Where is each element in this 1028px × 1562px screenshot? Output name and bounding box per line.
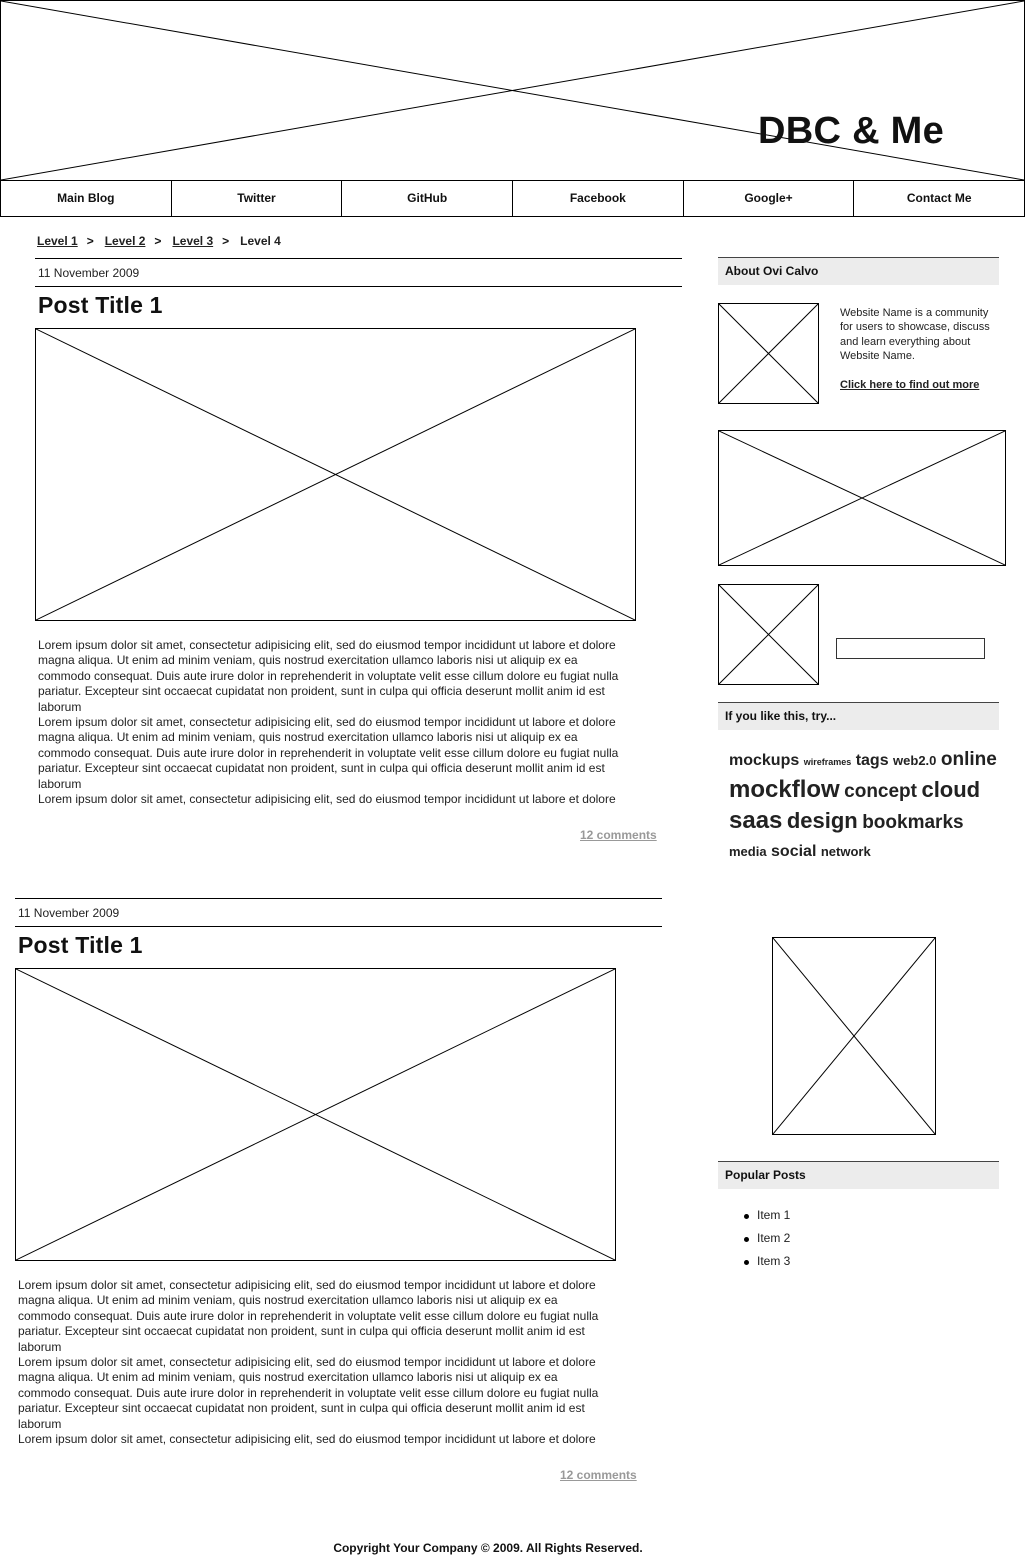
post-title[interactable]: Post Title 1 — [18, 932, 143, 958]
breadcrumb-separator: > — [86, 234, 94, 248]
breadcrumb-level-2[interactable]: Level 2 — [104, 234, 146, 248]
breadcrumb-separator: > — [222, 234, 230, 248]
try-heading: If you like this, try... — [718, 702, 999, 730]
tag-mockflow[interactable]: mockflow — [729, 776, 840, 803]
post-body: Lorem ipsum dolor sit amet, consectetur … — [38, 638, 619, 807]
tag-online[interactable]: online — [940, 749, 997, 770]
nav-github[interactable]: GitHub — [342, 180, 514, 216]
popular-post-item[interactable]: Item 1 — [743, 1208, 790, 1231]
tag-saas[interactable]: saas — [729, 807, 783, 834]
tag-social[interactable]: social — [771, 843, 817, 860]
post-title[interactable]: Post Title 1 — [38, 292, 163, 318]
tag-web2-0[interactable]: web2.0 — [893, 753, 937, 768]
bullet-icon — [744, 1260, 749, 1265]
nav-facebook[interactable]: Facebook — [513, 180, 684, 216]
tag-mockups[interactable]: mockups — [729, 752, 800, 769]
breadcrumb-level-1[interactable]: Level 1 — [37, 234, 78, 248]
post-image — [35, 328, 636, 621]
tag-network[interactable]: network — [820, 844, 871, 859]
popular-post-item[interactable]: Item 2 — [743, 1231, 790, 1254]
nav-main-blog[interactable]: Main Blog — [1, 180, 172, 216]
sidebar-search-input[interactable] — [836, 638, 985, 659]
nav-twitter[interactable]: Twitter — [172, 180, 343, 216]
popular-post-label: Item 3 — [757, 1254, 791, 1268]
header-banner-image — [0, 0, 1025, 181]
tag-tags[interactable]: tags — [855, 752, 889, 769]
breadcrumb-current: Level 4 — [240, 234, 281, 248]
popular-post-label: Item 2 — [757, 1231, 791, 1245]
about-heading: About Ovi Calvo — [718, 257, 999, 285]
post-divider — [35, 258, 682, 259]
popular-post-label: Item 1 — [757, 1208, 791, 1222]
tag-cloud[interactable]: cloud — [921, 777, 981, 802]
sidebar-banner-image — [718, 430, 1006, 566]
comments-link[interactable]: 12 comments — [560, 1468, 637, 1482]
tag-bookmarks[interactable]: bookmarks — [862, 812, 964, 833]
nav-contact-me[interactable]: Contact Me — [906, 191, 972, 205]
author-avatar — [718, 303, 819, 404]
tag-design[interactable]: design — [786, 808, 858, 833]
popular-posts-list: Item 1 Item 2 Item 3 — [743, 1208, 790, 1277]
main-nav: Main Blog Twitter GitHub Facebook Google… — [0, 180, 1025, 217]
bullet-icon — [744, 1214, 749, 1219]
tag-concept[interactable]: concept — [844, 781, 917, 802]
about-find-out-more-link[interactable]: Click here to find out more — [840, 379, 980, 391]
site-title: DBC & Me — [758, 110, 945, 152]
comments-link[interactable]: 12 comments — [580, 828, 657, 842]
post-divider — [35, 286, 682, 287]
bullet-icon — [744, 1237, 749, 1242]
popular-posts-heading: Popular Posts — [718, 1161, 999, 1189]
breadcrumb-level-3[interactable]: Level 3 — [172, 234, 214, 248]
post-date: 11 November 2009 — [18, 906, 120, 920]
post-divider — [15, 898, 662, 899]
tag-cloud: mockups wireframes tags web2.0 online mo… — [729, 746, 999, 866]
breadcrumb-separator: > — [154, 234, 162, 248]
post-body: Lorem ipsum dolor sit amet, consectetur … — [18, 1278, 599, 1447]
tag-wireframes[interactable]: wireframes — [803, 757, 852, 767]
tag-media[interactable]: media — [729, 844, 767, 859]
sidebar-thumbnail-image — [718, 584, 819, 685]
popular-post-item[interactable]: Item 3 — [743, 1254, 790, 1277]
nav-google-plus[interactable]: Google+ — [684, 180, 855, 216]
breadcrumb: Level 1 > Level 2 > Level 3 > Level 4 — [37, 234, 281, 248]
post-date: 11 November 2009 — [38, 266, 140, 280]
about-text: Website Name is a community for users to… — [840, 307, 990, 363]
sidebar-tall-image — [772, 937, 936, 1135]
post-divider — [15, 926, 662, 927]
footer-copyright: Copyright Your Company © 2009. All Right… — [333, 1541, 643, 1555]
post-image — [15, 968, 616, 1261]
